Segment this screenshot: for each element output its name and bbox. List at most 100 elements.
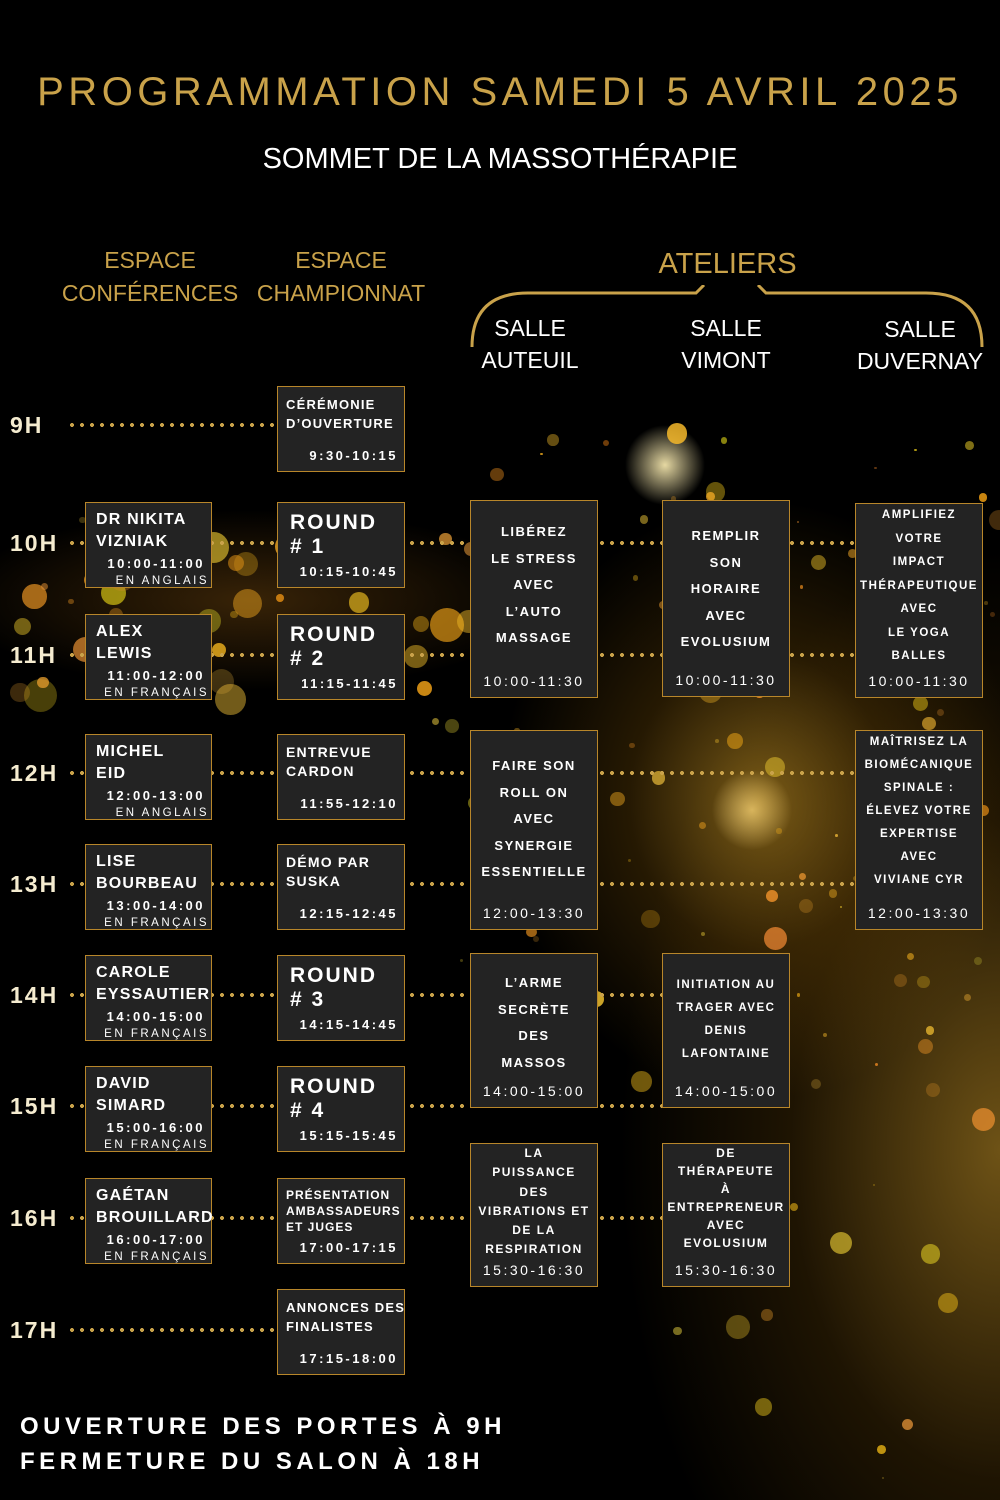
championnat-session[interactable]: ROUND # 4 15:15-15:45 xyxy=(277,1066,405,1152)
hour-label: 16H xyxy=(10,1205,59,1231)
atelier-vimont-session[interactable]: INITIATION AU TRAGER AVEC DENIS LAFONTAI… xyxy=(662,953,790,1108)
championnat-session[interactable]: ROUND # 2 11:15-11:45 xyxy=(277,614,405,700)
conference-session[interactable]: GAÉTAN BROUILLARD 16:00-17:00 EN FRANÇAIS xyxy=(85,1178,214,1264)
conference-session[interactable]: MICHEL EID 12:00-13:00 EN ANGLAIS xyxy=(85,734,212,820)
session-title: DÉMO PAR SUSKA xyxy=(286,854,371,889)
session-title: LIBÉREZ LE STRESS AVEC L’AUTO MASSAGE xyxy=(491,524,577,645)
session-title: DR NIKITA VIZNIAK xyxy=(96,511,187,550)
session-title: ROUND # 4 xyxy=(290,1075,377,1122)
session-time: 17:00-17:15 xyxy=(299,1240,398,1255)
room-heading-auteuil: SALLE AUTEUIL xyxy=(481,315,579,373)
session-title: INITIATION AU TRAGER AVEC DENIS LAFONTAI… xyxy=(676,979,776,1060)
session-time: 15:00-16:00 xyxy=(106,1120,205,1135)
atelier-vimont-session[interactable]: DE THÉRAPEUTE À ENTREPRENEUR AVEC EVOLUS… xyxy=(662,1143,790,1287)
session-time: 12:15-12:45 xyxy=(299,906,398,921)
session-title: ANNONCES DES FINALISTES xyxy=(286,1300,406,1334)
session-title: CAROLE EYSSAUTIER xyxy=(96,964,211,1003)
session-time: 17:15-18:00 xyxy=(299,1351,398,1366)
atelier-auteuil-session[interactable]: LA PUISSANCE DES VIBRATIONS ET DE LA RES… xyxy=(470,1143,598,1287)
atelier-duvernay-session[interactable]: MAÎTRISEZ LA BIOMÉCANIQUE SPINALE : ÉLEV… xyxy=(855,730,983,930)
championnat-session[interactable]: PRÉSENTATION AMBASSADEURS ET JUGES 17:00-… xyxy=(277,1178,405,1264)
session-time: 14:15-14:45 xyxy=(299,1017,398,1032)
session-time: 12:00-13:30 xyxy=(482,905,586,921)
session-title: ENTREVUE CARDON xyxy=(286,744,372,779)
session-language: EN ANGLAIS xyxy=(115,807,209,819)
room-heading-vimont: SALLE VIMONT xyxy=(681,315,771,373)
atelier-auteuil-session[interactable]: L’ARME SECRÈTE DES MASSOS 14:00-15:00 xyxy=(470,953,598,1108)
room-heading-duvernay: SALLE DUVERNAY xyxy=(856,316,984,374)
session-title: PRÉSENTATION AMBASSADEURS ET JUGES xyxy=(286,1188,401,1234)
conference-session[interactable]: CAROLE EYSSAUTIER 14:00-15:00 EN FRANÇAIS xyxy=(85,955,212,1041)
session-time: 9:30-10:15 xyxy=(309,448,398,463)
column-heading-ateliers: ATELIERS xyxy=(658,248,797,280)
session-title: MICHEL EID xyxy=(96,743,165,782)
session-time: 15:30-16:30 xyxy=(674,1262,778,1278)
championnat-session[interactable]: ROUND # 1 10:15-10:45 xyxy=(277,502,405,588)
hour-label: 12H xyxy=(10,760,59,786)
session-language: EN FRANÇAIS xyxy=(104,687,209,699)
hour-label: 9H xyxy=(10,412,44,438)
hour-label: 11H xyxy=(10,642,57,668)
hour-guide-line xyxy=(70,1328,277,1332)
conference-session[interactable]: DR NIKITA VIZNIAK 10:00-11:00 EN ANGLAIS xyxy=(85,502,212,588)
atelier-duvernay-session[interactable]: AMPLIFIEZ VOTRE IMPACT THÉRAPEUTIQUE AVE… xyxy=(855,503,983,698)
hour-guide-line xyxy=(70,1216,790,1220)
closing-time-text: FERMETURE DU SALON À 18H xyxy=(20,1448,485,1475)
session-title: GAÉTAN BROUILLARD xyxy=(96,1187,214,1226)
conference-session[interactable]: DAVID SIMARD 15:00-16:00 EN FRANÇAIS xyxy=(85,1066,212,1152)
doors-open-text: OUVERTURE DES PORTES À 9H xyxy=(20,1413,506,1440)
session-title: LA PUISSANCE DES VIBRATIONS ET DE LA RES… xyxy=(478,1146,590,1257)
session-language: EN FRANÇAIS xyxy=(104,1251,209,1263)
session-title: ROUND # 3 xyxy=(290,964,377,1011)
session-time: 11:55-12:10 xyxy=(300,796,398,811)
session-title: REMPLIR SON HORAIRE AVEC EVOLUSIUM xyxy=(680,528,772,649)
conference-session[interactable]: ALEX LEWIS 11:00-12:00 EN FRANÇAIS xyxy=(85,614,212,700)
session-time: 12:00-13:00 xyxy=(106,788,205,803)
session-title: ALEX LEWIS xyxy=(96,623,153,662)
championnat-session[interactable]: ANNONCES DES FINALISTES 17:15-18:00 xyxy=(277,1289,405,1375)
session-time: 13:00-14:00 xyxy=(106,898,205,913)
championnat-session[interactable]: ENTREVUE CARDON 11:55-12:10 xyxy=(277,734,405,820)
hour-guide-line xyxy=(70,993,790,997)
championnat-session[interactable]: DÉMO PAR SUSKA 12:15-12:45 xyxy=(277,844,405,930)
session-time: 12:00-13:30 xyxy=(867,905,971,921)
column-heading-championnat: ESPACE CHAMPIONNAT xyxy=(256,247,426,306)
session-title: LISE BOURBEAU xyxy=(96,853,199,892)
session-time: 16:00-17:00 xyxy=(106,1232,205,1247)
session-title: ROUND # 1 xyxy=(290,511,377,558)
hour-guide-line xyxy=(70,423,277,427)
session-time: 10:00-11:00 xyxy=(107,556,205,571)
atelier-auteuil-session[interactable]: FAIRE SON ROLL ON AVEC SYNERGIE ESSENTIE… xyxy=(470,730,598,930)
hour-label: 10H xyxy=(10,530,59,556)
session-time: 14:00-15:00 xyxy=(674,1083,778,1099)
session-time: 14:00-15:00 xyxy=(106,1009,205,1024)
session-title: FAIRE SON ROLL ON AVEC SYNERGIE ESSENTIE… xyxy=(481,758,587,879)
hour-label: 13H xyxy=(10,871,59,897)
session-language: EN ANGLAIS xyxy=(115,575,209,587)
session-title: L’ARME SECRÈTE DES MASSOS xyxy=(498,975,570,1070)
session-title: DE THÉRAPEUTE À ENTREPRENEUR AVEC EVOLUS… xyxy=(667,1146,785,1250)
session-title: MAÎTRISEZ LA BIOMÉCANIQUE SPINALE : ÉLEV… xyxy=(864,736,974,886)
session-title: DAVID SIMARD xyxy=(96,1075,167,1114)
hour-label: 15H xyxy=(10,1093,59,1119)
session-title: AMPLIFIEZ VOTRE IMPACT THÉRAPEUTIQUE AVE… xyxy=(860,509,978,662)
session-title: ROUND # 2 xyxy=(290,623,377,670)
session-language: EN FRANÇAIS xyxy=(104,917,209,929)
session-language: EN FRANÇAIS xyxy=(104,1139,209,1151)
hour-label: 17H xyxy=(10,1317,59,1343)
session-title: CÉRÉMONIE D’OUVERTURE xyxy=(286,397,394,431)
atelier-auteuil-session[interactable]: LIBÉREZ LE STRESS AVEC L’AUTO MASSAGE 10:… xyxy=(470,500,598,698)
atelier-vimont-session[interactable]: REMPLIR SON HORAIRE AVEC EVOLUSIUM 10:00-… xyxy=(662,500,790,697)
ateliers-bracket xyxy=(470,285,984,348)
session-time: 14:00-15:00 xyxy=(482,1083,586,1099)
session-time: 10:15-10:45 xyxy=(299,564,398,579)
session-time: 11:00-12:00 xyxy=(107,668,205,683)
session-time: 11:15-11:45 xyxy=(301,676,398,691)
session-time: 10:00-11:30 xyxy=(483,673,585,689)
conference-session[interactable]: LISE BOURBEAU 13:00-14:00 EN FRANÇAIS xyxy=(85,844,212,930)
hour-guide-line xyxy=(70,1104,790,1108)
session-time: 10:00-11:30 xyxy=(868,673,970,689)
championnat-session[interactable]: CÉRÉMONIE D’OUVERTURE 9:30-10:15 xyxy=(277,386,405,472)
championnat-session[interactable]: ROUND # 3 14:15-14:45 xyxy=(277,955,405,1041)
session-language: EN FRANÇAIS xyxy=(104,1028,209,1040)
